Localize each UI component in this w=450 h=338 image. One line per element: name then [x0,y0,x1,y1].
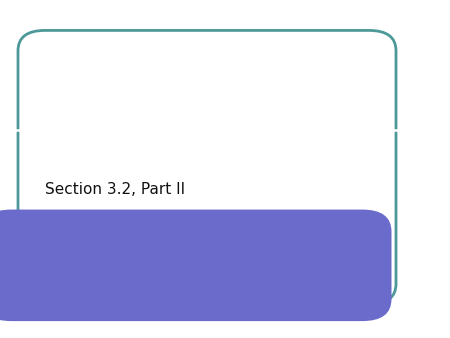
Text: Solving Systems of Equations by
Elimination (Addition): Solving Systems of Equations by Eliminat… [32,51,351,94]
FancyBboxPatch shape [18,30,396,304]
Text: Section 3.2, Part II: Section 3.2, Part II [45,182,185,197]
FancyBboxPatch shape [0,210,392,321]
